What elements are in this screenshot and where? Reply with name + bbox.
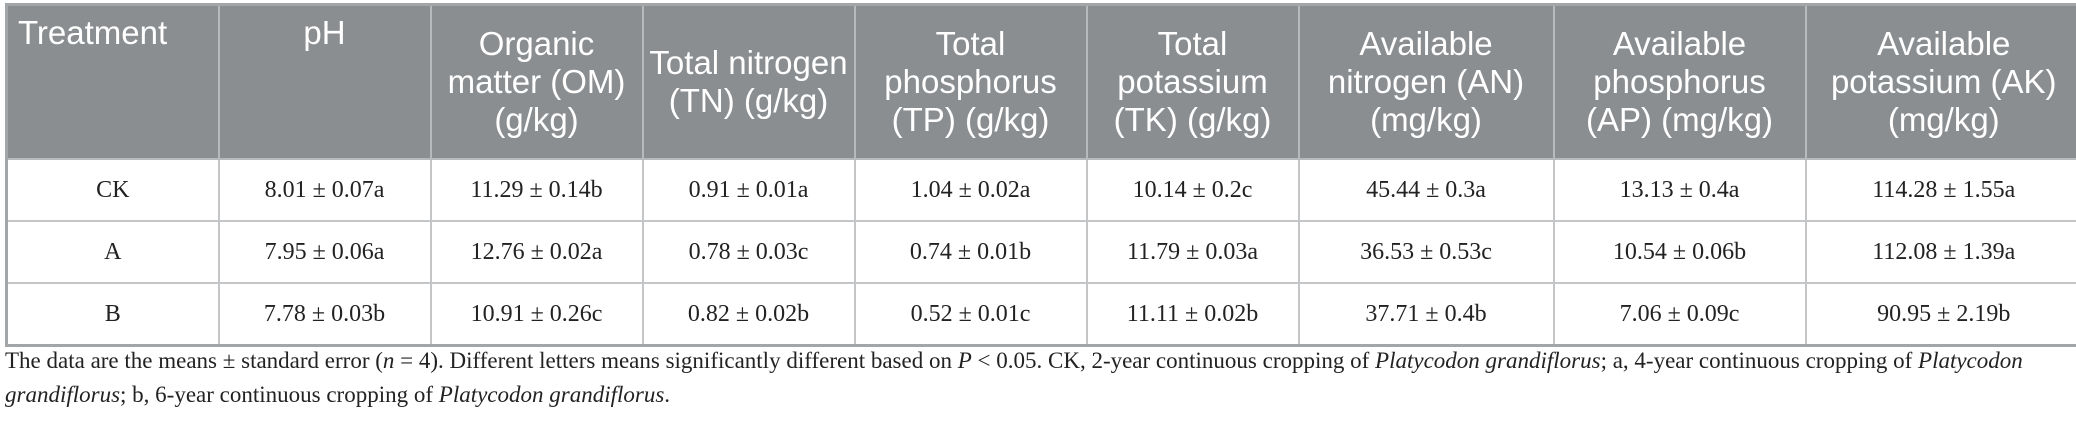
table-cell: 10.14 ± 0.2c [1085,158,1300,222]
table-cell: 0.74 ± 0.01b [853,220,1088,284]
table-row: B 7.78 ± 0.03b 10.91 ± 0.26c 0.82 ± 0.02… [5,282,2076,347]
table-cell: 11.11 ± 0.02b [1085,282,1300,347]
footnote-text: < 0.05. CK, 2-year continuous cropping o… [971,348,1376,373]
header-ph: pH [217,3,432,160]
soil-properties-table: Treatment pH Organic matter (OM) (g/kg) … [5,3,2076,347]
header-row: Treatment pH Organic matter (OM) (g/kg) … [5,3,2076,160]
footnote-p: P [957,348,972,373]
table-cell: 112.08 ± 1.39a [1804,220,2076,284]
table-cell: 11.29 ± 0.14b [429,158,644,222]
header-ak: Available potassium (AK) (mg/kg) [1804,3,2076,160]
table-cell: 0.91 ± 0.01a [641,158,856,222]
footnote-text: ; a, 4-year continuous cropping of [1600,348,1919,373]
header-treatment: Treatment [5,3,220,160]
table-container: Treatment pH Organic matter (OM) (g/kg) … [5,3,2076,347]
table-cell: 10.91 ± 0.26c [429,282,644,347]
table-cell: 10.54 ± 0.06b [1552,220,1807,284]
footnote-text: = 4). Different letters means significan… [394,348,958,373]
table-cell: 36.53 ± 0.53c [1297,220,1555,284]
table-cell: 0.52 ± 0.01c [853,282,1088,347]
footnote-text: ; b, 6-year continuous cropping of [120,382,439,407]
header-tn: Total nitrogen (TN) (g/kg) [641,3,856,160]
table-cell: 7.06 ± 0.09c [1552,282,1807,347]
table-footnote: The data are the means ± standard error … [5,344,2065,412]
footnote-species: Platycodon grandiflorus [438,382,665,407]
table-cell: 0.78 ± 0.03c [641,220,856,284]
table-cell: 1.04 ± 0.02a [853,158,1088,222]
footnote-text: The data are the means ± standard error … [5,348,383,373]
footnote-text: . [664,382,671,407]
table-cell: 11.79 ± 0.03a [1085,220,1300,284]
table-row: A 7.95 ± 0.06a 12.76 ± 0.02a 0.78 ± 0.03… [5,220,2076,284]
table-cell: 37.71 ± 0.4b [1297,282,1555,347]
table-cell: 13.13 ± 0.4a [1552,158,1807,222]
header-tp: Total phosphorus (TP) (g/kg) [853,3,1088,160]
table-cell: 45.44 ± 0.3a [1297,158,1555,222]
table-cell: 7.78 ± 0.03b [217,282,432,347]
table-cell: 12.76 ± 0.02a [429,220,644,284]
table-cell: A [5,220,220,284]
header-tk: Total potassium (TK) (g/kg) [1085,3,1300,160]
header-an: Available nitrogen (AN) (mg/kg) [1297,3,1555,160]
header-om: Organic matter (OM) (g/kg) [429,3,644,160]
table-cell: 7.95 ± 0.06a [217,220,432,284]
table-cell: B [5,282,220,347]
table-cell: 90.95 ± 2.19b [1804,282,2076,347]
table-cell: 114.28 ± 1.55a [1804,158,2076,222]
footnote-n: n [382,348,395,373]
table-row: CK 8.01 ± 0.07a 11.29 ± 0.14b 0.91 ± 0.0… [5,158,2076,222]
table-cell: 8.01 ± 0.07a [217,158,432,222]
header-ap: Available phosphorus (AP) (mg/kg) [1552,3,1807,160]
footnote-species: Platycodon grandiflorus [5,348,2023,407]
table-cell: CK [5,158,220,222]
footnote-species: Platycodon grandiflorus [1375,348,1601,373]
table-cell: 0.82 ± 0.02b [641,282,856,347]
